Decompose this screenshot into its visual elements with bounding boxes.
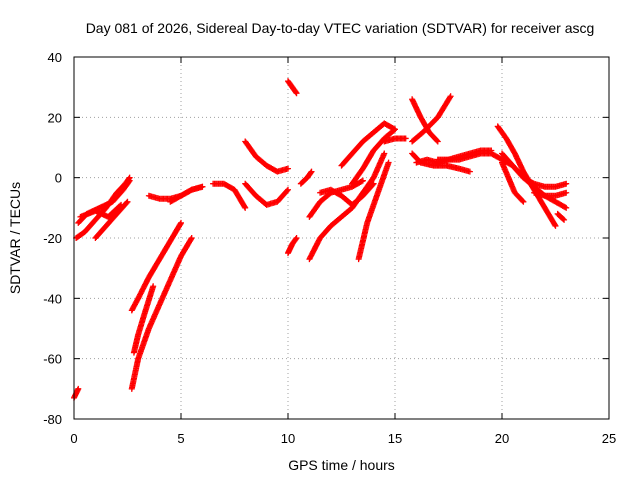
data-point (434, 138, 441, 145)
series-arc-07 (128, 219, 184, 314)
series-arc-34 (531, 189, 570, 199)
series-arc-15 (285, 78, 300, 97)
data-point (293, 90, 300, 97)
data-point (552, 222, 559, 229)
data-point (381, 150, 388, 157)
data-point (284, 187, 291, 194)
data-point (447, 93, 454, 100)
data-point (126, 174, 133, 181)
data-point (177, 221, 184, 228)
data-point (292, 236, 299, 243)
y-tick-label: 20 (48, 110, 62, 125)
x-tick-label: 25 (602, 431, 616, 446)
data-point (551, 221, 558, 228)
x-axis-label: GPS time / hours (288, 457, 395, 473)
data-point (242, 204, 249, 211)
data-point (446, 94, 453, 101)
y-tick-label: -60 (43, 352, 62, 367)
data-point (188, 235, 195, 241)
data-point (370, 180, 377, 187)
data-series (71, 78, 570, 401)
series-arc-11 (167, 183, 206, 205)
series-arc-16 (285, 235, 300, 257)
x-tick-label: 0 (70, 431, 77, 446)
y-axis-label: SDTVAR / TECUs (7, 182, 23, 294)
data-point (392, 126, 398, 133)
x-tick-label: 5 (177, 431, 184, 446)
y-tick-label: -40 (43, 291, 62, 306)
series-arc-31 (499, 159, 527, 205)
series-arc-09 (128, 235, 195, 392)
data-point (178, 219, 184, 226)
chart-title: Day 081 of 2026, Sidereal Day-to-day VTE… (86, 20, 595, 36)
data-point (562, 204, 569, 211)
data-point (75, 385, 82, 392)
series-arc-26 (409, 93, 454, 145)
data-point (561, 216, 568, 223)
series-arc-13 (242, 138, 291, 175)
series-arc-20 (317, 180, 377, 208)
data-point (519, 197, 526, 204)
series-arc-06 (113, 174, 133, 199)
series-arc-05 (77, 201, 125, 220)
data-point (390, 125, 397, 132)
series-arc-33 (509, 162, 570, 190)
series-arc-35 (554, 210, 568, 223)
series-arc-21 (349, 126, 398, 187)
data-point (520, 198, 527, 205)
data-point (293, 235, 300, 241)
data-point (307, 169, 314, 176)
y-tick-label: -20 (43, 231, 62, 246)
series-arc-12 (210, 180, 249, 211)
data-point (199, 183, 206, 190)
data-point (563, 180, 570, 187)
data-point (308, 168, 315, 175)
data-point (358, 178, 365, 185)
x-tick-label: 10 (281, 431, 295, 446)
series-arc-22 (338, 120, 398, 169)
series-arc-04 (92, 198, 131, 241)
series-arc-14 (242, 180, 291, 208)
series-arc-23 (355, 159, 392, 263)
grid-lines (74, 57, 609, 419)
data-point (123, 199, 130, 206)
data-point (188, 236, 195, 243)
y-tick-label: -80 (43, 412, 62, 427)
data-point (117, 202, 124, 209)
data-point (118, 201, 125, 208)
x-tick-label: 15 (388, 431, 402, 446)
data-point (285, 186, 291, 193)
tick-labels: 0 5 10 15 20 25 -80 -60 -40 -20 0 20 40 (43, 50, 616, 446)
series-arc-19 (306, 150, 388, 263)
data-point (466, 168, 473, 175)
series-arc-17 (297, 168, 315, 187)
y-tick-label: 40 (48, 50, 62, 65)
data-point (369, 181, 376, 188)
data-point (563, 189, 570, 196)
data-point (402, 135, 409, 142)
y-tick-label: 0 (55, 171, 62, 186)
data-point (433, 137, 440, 144)
data-point (285, 165, 291, 172)
data-point (385, 159, 392, 166)
data-point (292, 89, 299, 96)
data-point (124, 198, 131, 205)
plot-frame (73, 56, 610, 420)
data-point (241, 203, 248, 210)
data-point (560, 216, 567, 223)
data-point (359, 177, 366, 184)
data-point (563, 204, 570, 211)
series-arc-08 (130, 283, 157, 356)
x-tick-label: 20 (495, 431, 509, 446)
data-point (150, 283, 157, 290)
data-point (125, 175, 132, 182)
series-arc-24 (381, 135, 409, 145)
